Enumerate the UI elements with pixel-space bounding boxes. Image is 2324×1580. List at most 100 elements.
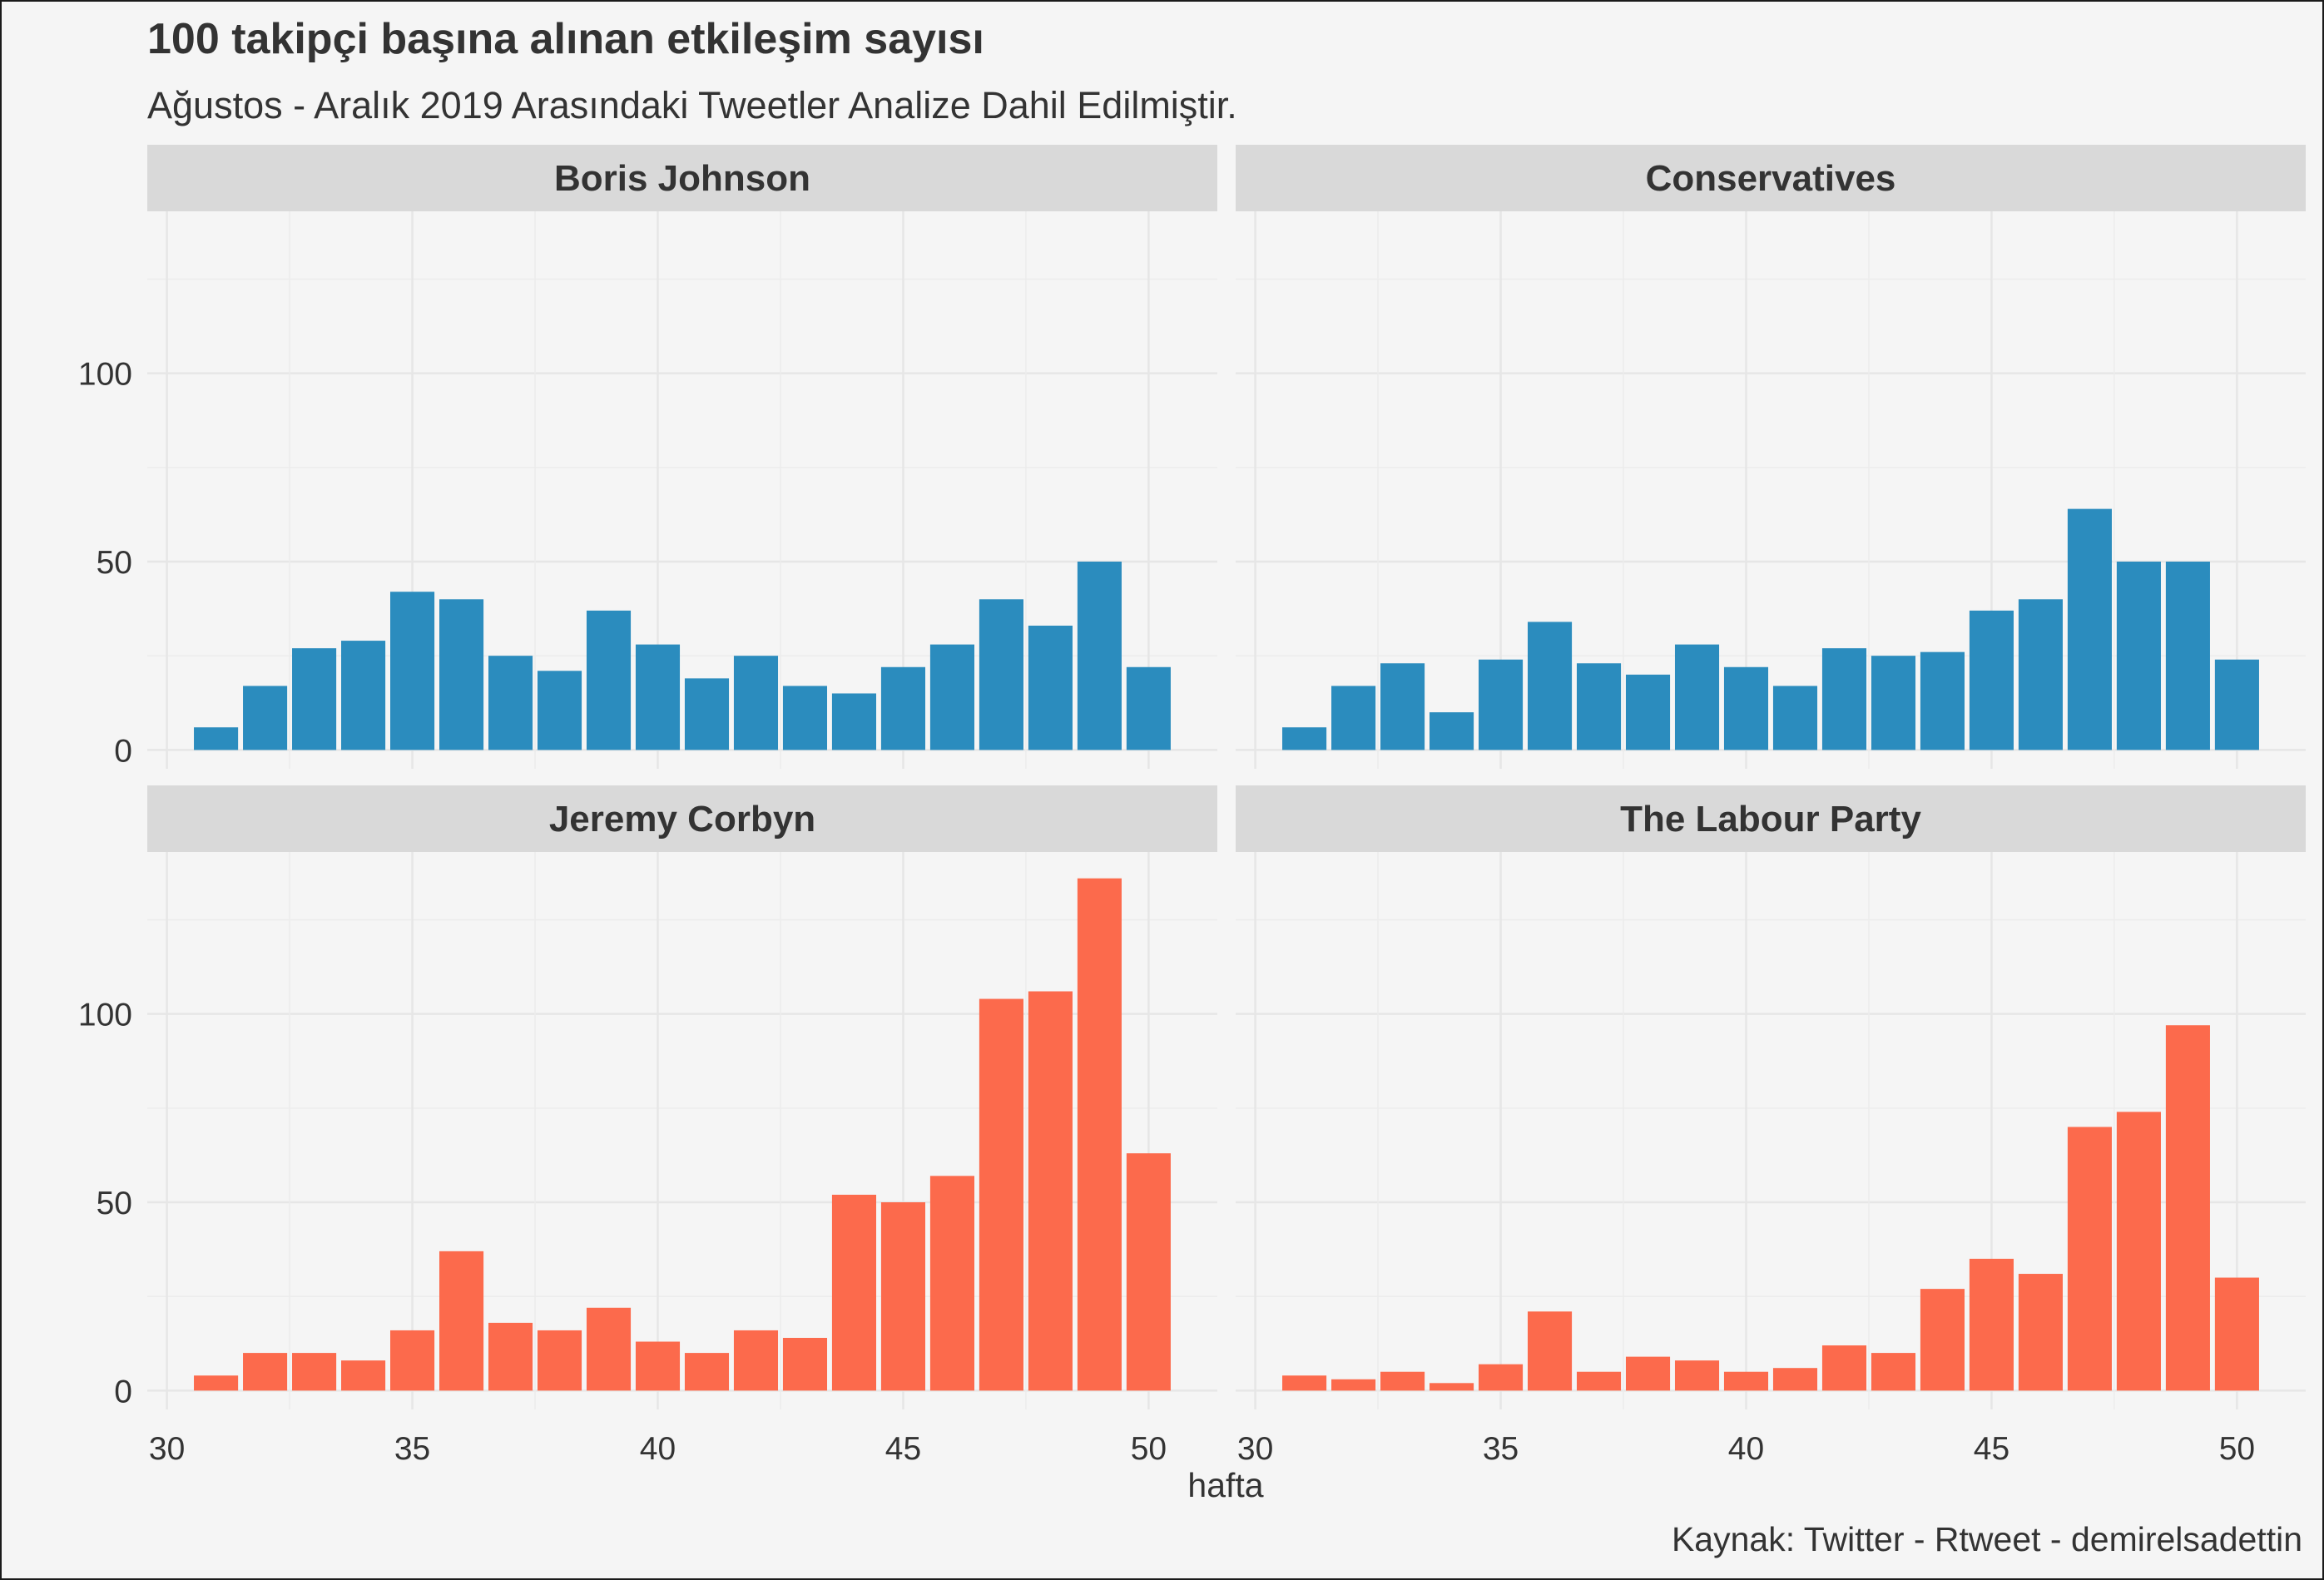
bar-week-50 (1126, 666, 1171, 750)
bar-week-35 (390, 592, 435, 750)
x-tick-label: 45 (885, 1431, 921, 1467)
bar-week-38 (1625, 674, 1671, 750)
bar-week-41 (684, 678, 730, 750)
bar-week-40 (635, 1341, 681, 1391)
bar-week-39 (586, 1307, 632, 1391)
facet-strip-label: Boris Johnson (554, 158, 810, 199)
y-tick-label: 0 (114, 1374, 132, 1409)
bar-week-47 (2067, 508, 2112, 750)
x-tick-label: 40 (1728, 1431, 1764, 1467)
facet-strip (147, 785, 1217, 852)
bar-week-46 (929, 1176, 974, 1391)
bar-week-46 (2018, 1274, 2063, 1391)
bar-week-33 (1380, 663, 1425, 750)
bar-week-36 (439, 1251, 484, 1391)
bar-week-40 (635, 644, 681, 750)
bar-week-37 (1576, 663, 1622, 750)
bar-week-36 (1527, 1311, 1573, 1391)
bar-week-43 (782, 1337, 828, 1391)
bar-week-50 (1126, 1153, 1171, 1391)
bar-week-42 (733, 1330, 779, 1391)
bar-week-45 (1969, 1258, 2014, 1391)
x-tick-label: 40 (640, 1431, 676, 1467)
bar-week-34 (341, 1360, 386, 1391)
facet-panels: Boris Johnson Conservatives Jeremy Corbyn T… (147, 145, 2306, 1409)
bar-week-38 (537, 1330, 582, 1391)
bar-week-39 (1674, 644, 1720, 750)
bar-week-49 (2165, 1025, 2210, 1391)
bar-week-43 (1871, 1353, 1916, 1391)
bar-week-45 (880, 1202, 926, 1391)
bar-week-48 (2116, 1112, 2161, 1391)
bar-week-47 (979, 998, 1023, 1391)
chart-title: 100 takipçi başına alınan etkileşim sayı… (147, 15, 984, 63)
bar-week-42 (1821, 1345, 1867, 1391)
bar-week-32 (1331, 1379, 1376, 1391)
y-tick-label: 50 (97, 545, 132, 581)
facet-strip-label: The Labour Party (1620, 799, 1921, 840)
bar-week-35 (390, 1330, 435, 1391)
chart-subtitle: Ağustos - Aralık 2019 Arasındaki Tweetle… (147, 84, 1237, 126)
bar-week-45 (880, 666, 926, 750)
bar-week-34 (341, 641, 386, 750)
bar-week-42 (1821, 648, 1867, 750)
bar-week-47 (2067, 1127, 2112, 1391)
bar-week-33 (292, 648, 337, 750)
bar-week-31 (194, 727, 239, 750)
bar-week-34 (1430, 1383, 1474, 1391)
bar-week-48 (1028, 625, 1073, 750)
bar-week-48 (2116, 562, 2161, 750)
bar-week-35 (1479, 1364, 1524, 1391)
bar-week-41 (1772, 1368, 1818, 1391)
bar-week-44 (831, 693, 877, 750)
facet-strip (147, 145, 1217, 211)
x-axis-ticks: 30 35 40 45 50 30 35 40 45 50 (149, 1431, 2255, 1467)
x-tick-label: 30 (1237, 1431, 1273, 1467)
bar-week-37 (488, 656, 533, 750)
bar-week-49 (1077, 878, 1122, 1391)
bar-week-44 (831, 1194, 877, 1391)
bar-week-38 (537, 671, 582, 750)
bar-week-49 (1077, 562, 1122, 750)
bar-week-31 (1282, 1375, 1327, 1391)
bar-week-32 (243, 686, 288, 750)
panel-jeremy-corbyn: Jeremy Corbyn (147, 785, 1217, 1409)
bar-week-31 (1282, 727, 1327, 750)
panel-the-labour-party: The Labour Party (1236, 785, 2306, 1409)
x-tick-label: 50 (2219, 1431, 2255, 1467)
bar-week-44 (1920, 1289, 1965, 1391)
bar-week-45 (1969, 610, 2014, 750)
panel-conservatives: Conservatives (1236, 145, 2306, 769)
bar-week-39 (586, 610, 632, 750)
bar-week-32 (243, 1353, 288, 1391)
y-tick-label: 0 (114, 733, 132, 769)
bar-week-35 (1479, 659, 1524, 750)
chart-caption: Kaynak: Twitter - Rtweet - demirelsadett… (1672, 1520, 2302, 1558)
x-tick-label: 45 (1974, 1431, 2009, 1467)
bar-week-46 (929, 644, 974, 750)
bar-week-37 (1576, 1371, 1622, 1391)
bar-week-42 (733, 656, 779, 750)
bar-week-36 (439, 599, 484, 750)
bar-week-43 (1871, 656, 1916, 750)
bar-week-48 (1028, 991, 1073, 1391)
bar-week-39 (1674, 1360, 1720, 1391)
bar-week-33 (1380, 1371, 1425, 1391)
x-tick-label: 35 (394, 1431, 430, 1467)
bar-week-46 (2018, 599, 2063, 750)
bar-week-40 (1723, 666, 1769, 750)
facet-strip (1236, 145, 2306, 211)
bar-week-50 (2214, 1277, 2259, 1391)
facet-strip-label: Conservatives (1646, 158, 1896, 199)
x-tick-label: 50 (1131, 1431, 1167, 1467)
x-axis-label: hafta (1187, 1466, 1263, 1504)
bar-week-31 (194, 1375, 239, 1391)
y-axis-ticks: 0 50 100 0 50 100 (78, 357, 132, 1410)
bar-week-41 (684, 1353, 730, 1391)
y-tick-label: 100 (78, 998, 132, 1033)
bar-week-44 (1920, 651, 1965, 750)
x-tick-label: 35 (1483, 1431, 1519, 1467)
bar-week-37 (488, 1322, 533, 1391)
